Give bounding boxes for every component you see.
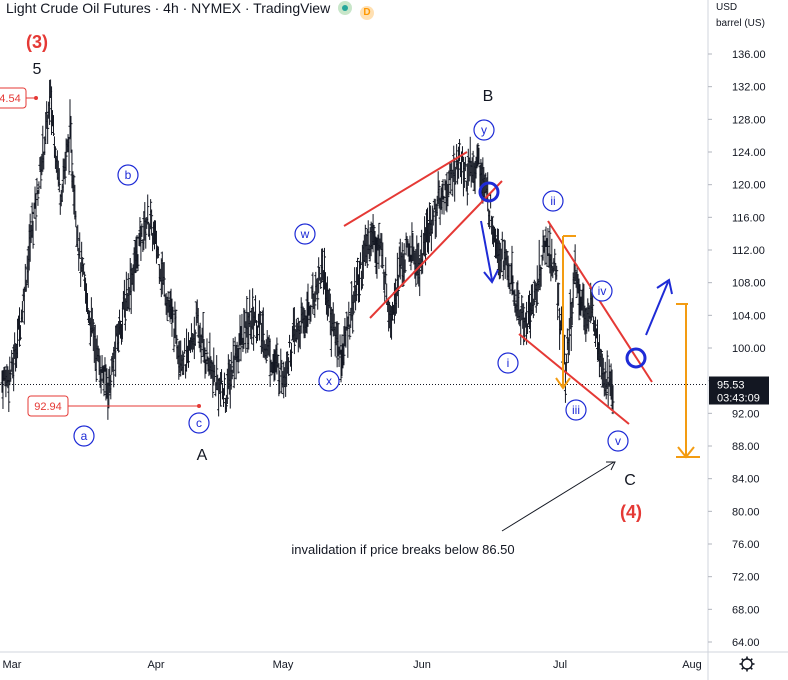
annotation-wave4: (4) [620, 502, 642, 522]
wave-circle-iv [591, 280, 613, 302]
x-tick-label: Mar [3, 659, 22, 671]
invalidation-pointer-head [606, 461, 616, 471]
low-price-label: 92.94 [34, 401, 62, 413]
y-tick-label: 84.00 [732, 474, 760, 486]
target-break-circle [625, 347, 647, 369]
wave-label-b: b [125, 168, 132, 182]
up-arrow-head [656, 278, 673, 295]
measure-arrow-1 [555, 377, 571, 390]
high-price-label: 4.54 [0, 93, 21, 105]
y-tick-label: 108.00 [732, 278, 766, 290]
wave-circle-iii [565, 399, 587, 421]
y-tick-label: 88.00 [732, 441, 760, 453]
down-arrow-head [483, 269, 499, 284]
break-point-circle [478, 181, 500, 203]
annotation-waveA: A [197, 447, 208, 464]
delayed-badge: D [359, 6, 374, 20]
wave-circle-x [318, 370, 340, 392]
y-tick-label: 72.00 [732, 572, 760, 584]
market-status-icon [338, 1, 353, 15]
y-tick-label: 92.00 [732, 408, 760, 420]
current-price-value: 95.53 [717, 380, 745, 392]
trend-line [369, 180, 503, 319]
price-axis-header[interactable]: USD barrel (US) [716, 0, 765, 32]
wave-circle-w [294, 223, 316, 245]
wave-circle-a [73, 425, 95, 447]
current-price-tag [709, 376, 769, 405]
gear-icon [739, 656, 755, 672]
y-tick-label: 116.00 [732, 212, 765, 224]
symbol-title: Light Crude Oil Futures · 4h · NYMEX · T… [6, 0, 331, 16]
unit-label[interactable]: barrel (US) [716, 18, 765, 29]
y-tick-label: 100.00 [732, 343, 766, 355]
y-tick-label: 76.00 [732, 539, 760, 551]
wave-circle-y [473, 119, 495, 141]
wave-label-c: c [196, 416, 202, 430]
currency-label[interactable]: USD [716, 2, 738, 13]
y-tick-label: 64.00 [732, 637, 760, 649]
measure-arrow-2 [677, 446, 695, 459]
y-tick-label: 104.00 [732, 310, 766, 322]
annotation-waveB: B [483, 88, 494, 105]
y-tick-label: 132.00 [732, 82, 766, 94]
annotation-wave3: (3) [26, 32, 48, 52]
y-tick-label: 120.00 [732, 180, 766, 192]
wave-label-i: i [507, 356, 510, 370]
down-arrow-line [480, 220, 493, 281]
high-price-dot [34, 96, 38, 100]
y-tick-label: 128.00 [732, 114, 766, 126]
analysis-overlay: 95.5303:43:094.5492.94bacwxyiiiiiiivv(3)… [0, 32, 769, 557]
x-tick-label: May [273, 659, 294, 671]
wave-label-y: y [481, 123, 487, 137]
wave-label-iv: iv [598, 284, 607, 298]
wave-circle-v [607, 430, 629, 452]
y-tick-label: 80.00 [732, 506, 760, 518]
trend-line [518, 333, 630, 425]
wave-label-a: a [81, 429, 88, 443]
y-tick-label: 124.00 [732, 147, 766, 159]
annotation-waveC: C [624, 472, 636, 489]
wave-label-w: w [300, 227, 310, 241]
wave-circle-i [497, 352, 519, 374]
wave-circle-c [188, 412, 210, 434]
wave-label-v: v [615, 434, 621, 448]
up-arrow-line [645, 281, 669, 336]
x-tick-label: Apr [147, 659, 164, 671]
y-tick-label: 68.00 [732, 604, 760, 616]
trend-line [547, 220, 653, 383]
wave-label-iii: iii [572, 403, 580, 417]
countdown-value: 03:43:09 [717, 393, 760, 405]
x-tick-label: Aug [682, 659, 702, 671]
y-tick-label: 136.00 [732, 49, 766, 61]
trend-line [343, 151, 468, 227]
chart-title: Light Crude Oil Futures · 4h · NYMEX · T… [6, 0, 374, 20]
annotation-wave5: 5 [33, 61, 42, 78]
x-tick-label: Jun [413, 659, 431, 671]
low-price-dot [197, 404, 201, 408]
wave-circle-b [117, 164, 139, 186]
wave-label-x: x [326, 374, 332, 388]
annotation-note: invalidation if price breaks below 86.50 [291, 542, 514, 557]
x-tick-label: Jul [553, 659, 567, 671]
wave-label-ii: ii [550, 194, 555, 208]
wave-circle-ii [542, 190, 564, 212]
y-tick-label: 112.00 [732, 245, 765, 257]
invalidation-pointer [501, 461, 615, 532]
price-bars [0, 79, 615, 420]
